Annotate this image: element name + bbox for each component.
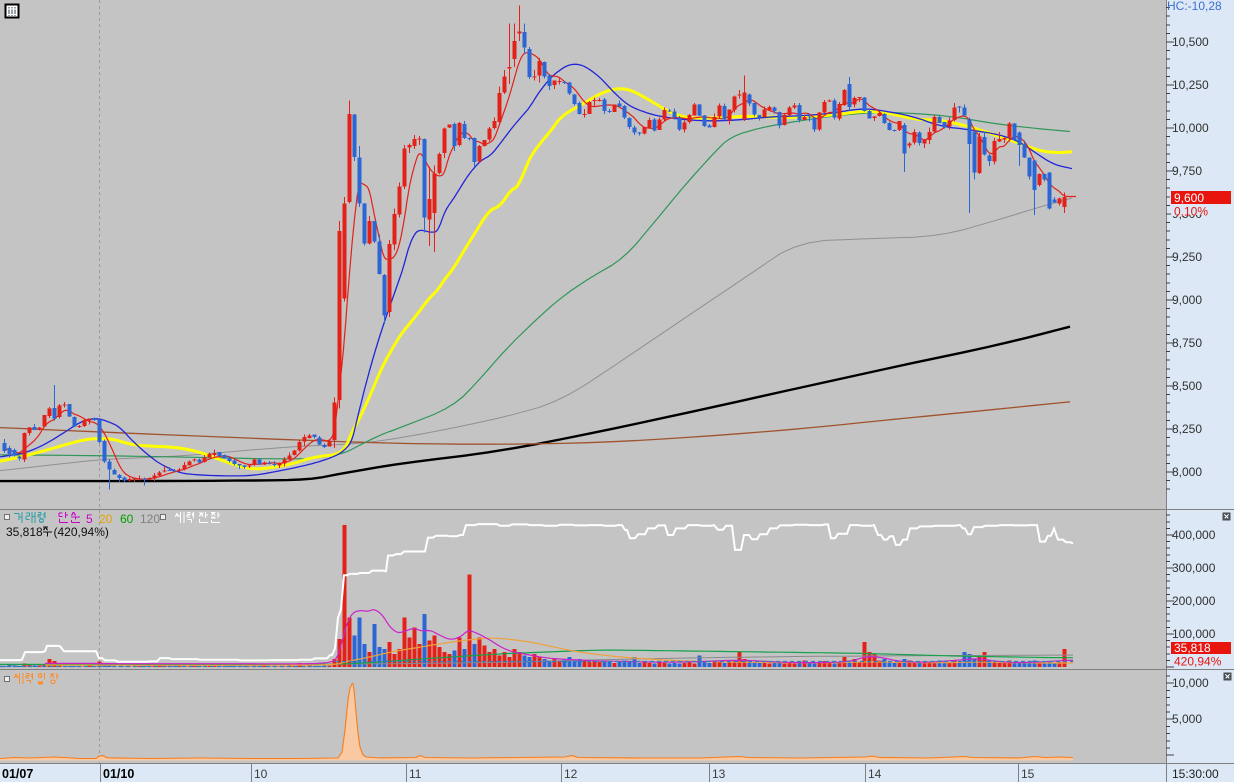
svg-text:8,250: 8,250 (1172, 422, 1202, 436)
svg-text:HC:-10,28: HC:-10,28 (1167, 0, 1222, 13)
svg-text:20: 20 (99, 512, 113, 526)
svg-text:01/10: 01/10 (103, 767, 134, 781)
svg-text:8,000: 8,000 (1172, 465, 1202, 479)
svg-text:10,250: 10,250 (1172, 78, 1209, 92)
svg-text:10,000: 10,000 (1172, 676, 1209, 690)
svg-text:14: 14 (868, 767, 882, 781)
svg-text:8,500: 8,500 (1172, 379, 1202, 393)
svg-text:(420,94%): (420,94%) (54, 525, 109, 539)
svg-text:35,818: 35,818 (6, 525, 43, 539)
svg-text:9,750: 9,750 (1172, 164, 1202, 178)
svg-text:400,000: 400,000 (1172, 528, 1216, 542)
svg-text:300,000: 300,000 (1172, 561, 1216, 575)
svg-text:01/07: 01/07 (2, 767, 33, 781)
svg-text:100,000: 100,000 (1172, 627, 1216, 641)
svg-text:8,750: 8,750 (1172, 336, 1202, 350)
svg-text:10,500: 10,500 (1172, 35, 1209, 49)
svg-text:5: 5 (86, 512, 93, 526)
svg-text:0,10%: 0,10% (1174, 205, 1208, 219)
svg-text:15: 15 (1021, 767, 1035, 781)
svg-text:35,818: 35,818 (1174, 641, 1211, 655)
svg-text:12: 12 (564, 767, 578, 781)
svg-text:10,000: 10,000 (1172, 121, 1209, 135)
svg-text:13: 13 (712, 767, 726, 781)
svg-text:200,000: 200,000 (1172, 594, 1216, 608)
svg-text:5,000: 5,000 (1172, 712, 1202, 726)
svg-text:9,250: 9,250 (1172, 250, 1202, 264)
svg-text:9,600: 9,600 (1174, 191, 1204, 205)
svg-text:15:30:00: 15:30:00 (1172, 767, 1219, 781)
svg-text:9,000: 9,000 (1172, 293, 1202, 307)
svg-text:120: 120 (140, 512, 160, 526)
svg-text:420,94%: 420,94% (1174, 655, 1222, 669)
svg-text:10: 10 (254, 767, 268, 781)
svg-text:60: 60 (120, 512, 134, 526)
svg-text:11: 11 (409, 767, 422, 781)
